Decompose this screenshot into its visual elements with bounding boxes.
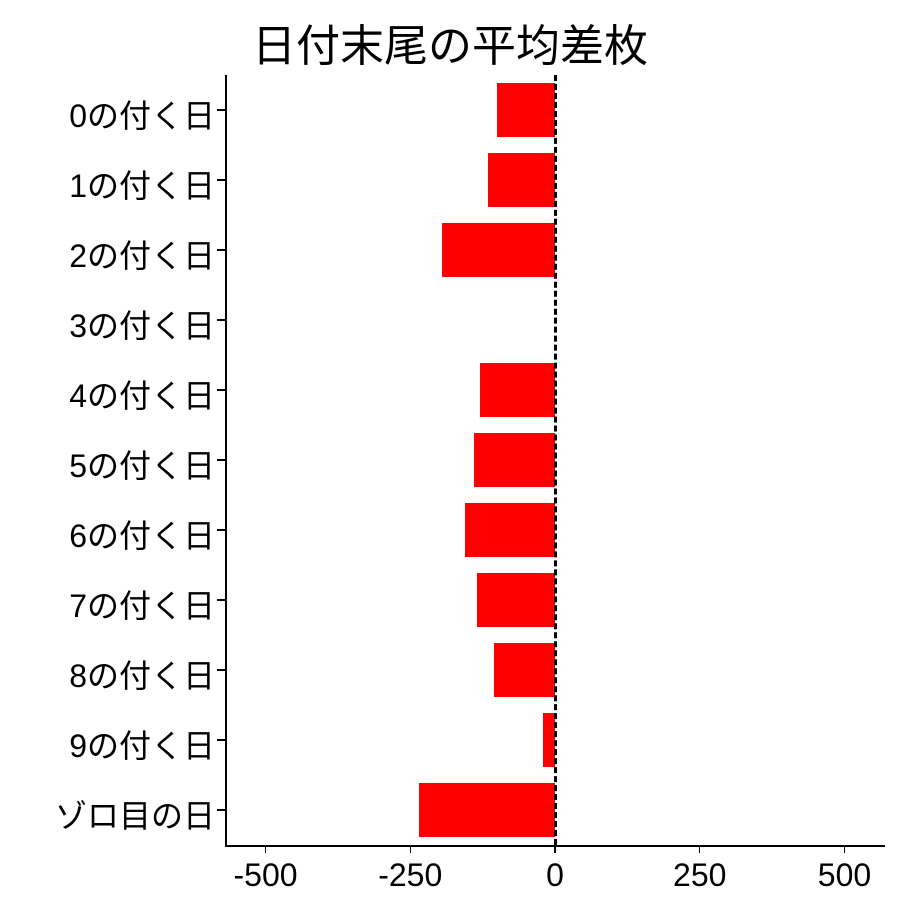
y-tick bbox=[217, 529, 225, 531]
bar bbox=[474, 433, 555, 488]
y-axis-label: 8の付く日 bbox=[69, 651, 215, 697]
x-tick bbox=[265, 845, 267, 853]
y-axis-label: 6の付く日 bbox=[69, 511, 215, 557]
x-axis-label: -250 bbox=[350, 857, 470, 894]
bar bbox=[497, 83, 555, 138]
x-tick bbox=[699, 845, 701, 853]
y-axis-label: 2の付く日 bbox=[69, 231, 215, 277]
x-tick bbox=[844, 845, 846, 853]
y-tick bbox=[217, 669, 225, 671]
zero-line bbox=[554, 75, 557, 845]
y-tick bbox=[217, 459, 225, 461]
y-tick bbox=[217, 809, 225, 811]
y-axis-label: 5の付く日 bbox=[69, 441, 215, 487]
bar bbox=[465, 503, 555, 558]
bar bbox=[442, 223, 555, 278]
y-tick bbox=[217, 389, 225, 391]
y-axis-line bbox=[225, 75, 227, 845]
x-axis-label: -500 bbox=[206, 857, 326, 894]
y-tick bbox=[217, 739, 225, 741]
x-axis-label: 500 bbox=[784, 857, 900, 894]
bar bbox=[419, 783, 555, 838]
y-axis-label: 0の付く日 bbox=[69, 91, 215, 137]
x-tick bbox=[554, 845, 556, 853]
y-tick bbox=[217, 249, 225, 251]
x-tick bbox=[410, 845, 412, 853]
x-axis-label: 250 bbox=[640, 857, 760, 894]
bar bbox=[488, 153, 555, 208]
y-tick bbox=[217, 179, 225, 181]
y-axis-label: 3の付く日 bbox=[69, 301, 215, 347]
y-axis-label: 9の付く日 bbox=[69, 721, 215, 767]
y-axis-label: ゾロ目の日 bbox=[55, 791, 215, 837]
y-axis-label: 4の付く日 bbox=[69, 371, 215, 417]
y-axis-label: 7の付く日 bbox=[69, 581, 215, 627]
chart-container: 日付末尾の平均差枚 0の付く日 1の付く日 2の付く日 3の付く日 4の付く日 5の付く日… bbox=[0, 0, 900, 900]
y-tick bbox=[217, 319, 225, 321]
x-axis-label: 0 bbox=[495, 857, 615, 894]
y-axis-label: 1の付く日 bbox=[69, 161, 215, 207]
plot-area bbox=[225, 75, 885, 845]
bar bbox=[477, 573, 555, 628]
bar bbox=[494, 643, 555, 698]
bar bbox=[480, 363, 555, 418]
y-tick bbox=[217, 599, 225, 601]
y-tick bbox=[217, 109, 225, 111]
chart-title: 日付末尾の平均差枚 bbox=[0, 10, 900, 74]
